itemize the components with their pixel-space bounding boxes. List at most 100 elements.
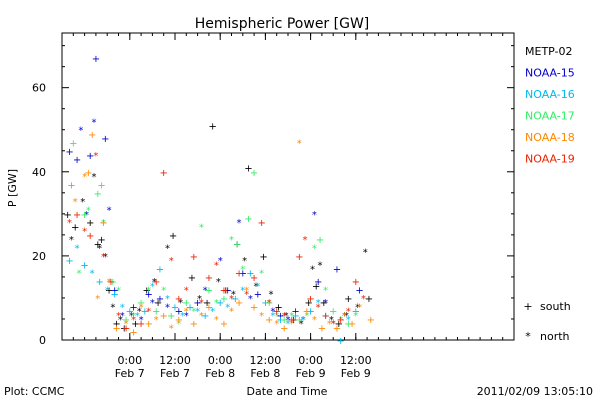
data-point: *: [195, 307, 200, 318]
data-point: +: [175, 307, 183, 318]
data-points: +*+*+*+*+*+*+*+*+*+*+*+*+* ++*+ *+*+*+*+* +…: [63, 54, 375, 347]
data-point: +: [137, 319, 145, 330]
data-point: *: [214, 298, 219, 309]
plot-axes: [61, 32, 515, 341]
data-point: +: [190, 319, 198, 330]
data-point: *: [302, 235, 307, 246]
data-point: *: [146, 307, 151, 318]
data-point: +: [280, 315, 288, 326]
data-point: +: [306, 294, 314, 305]
data-point: *: [344, 311, 349, 322]
data-point: *: [116, 286, 121, 297]
data-point: *: [310, 265, 315, 276]
data-point: *: [73, 197, 78, 208]
data-point: *: [289, 311, 294, 322]
data-point: *: [176, 319, 181, 330]
data-point: *: [312, 210, 317, 221]
data-point: *: [231, 290, 236, 301]
data-point: +: [233, 239, 241, 250]
y-tick-label: 0: [39, 334, 46, 347]
data-point: +: [250, 302, 258, 313]
data-point: *: [229, 294, 234, 305]
data-point: *: [214, 315, 219, 326]
data-point: *: [165, 302, 170, 313]
data-point: *: [101, 252, 106, 263]
marker-label: south: [540, 300, 571, 313]
data-point: *: [301, 315, 306, 326]
data-point: +: [129, 302, 137, 313]
data-point: *: [124, 319, 129, 330]
data-point: +: [154, 298, 162, 309]
x-tick-label-time: 0:00: [117, 354, 142, 367]
data-point: +: [80, 260, 88, 271]
data-point: +: [205, 273, 213, 284]
data-point: +: [122, 323, 130, 334]
data-point: *: [120, 302, 125, 313]
series-metp-02: +*+*+*+*+*+*+*+*+*+*+*+*+* ++*+ *+*+*+*+* +…: [63, 122, 373, 335]
data-point: +: [169, 231, 177, 242]
data-point: +: [73, 155, 81, 166]
data-point: +: [205, 286, 213, 297]
data-point: +: [86, 218, 94, 229]
data-point: *: [139, 302, 144, 313]
data-point: *: [286, 315, 291, 326]
data-point: *: [284, 311, 289, 322]
data-point: *: [161, 286, 166, 297]
data-point: *: [152, 277, 157, 288]
data-point: *: [229, 235, 234, 246]
data-point: +: [259, 252, 267, 263]
data-point: +: [224, 286, 232, 297]
data-point: *: [237, 218, 242, 229]
legend-entry: NOAA-18: [525, 131, 575, 144]
data-point: +: [306, 307, 314, 318]
data-point: *: [184, 311, 189, 322]
data-point: *: [92, 117, 97, 128]
data-point: *: [316, 302, 321, 313]
legend-entry: NOAA-17: [525, 110, 575, 123]
data-point: +: [235, 269, 243, 280]
data-point: +: [94, 239, 102, 250]
data-point: +: [261, 298, 269, 309]
data-point: +: [355, 286, 363, 297]
data-point: +: [144, 319, 152, 330]
data-point: +: [291, 311, 299, 322]
x-tick-label-date: Feb 8: [205, 367, 235, 380]
data-point: +: [69, 138, 77, 149]
data-point: *: [165, 294, 170, 305]
series-noaa-19: *+*+**+*+* +*++*+*+*+*+*+*++*+ * ++*+*+* +*+…: [67, 151, 366, 334]
data-point: *: [253, 281, 258, 292]
data-point: *: [240, 265, 245, 276]
data-point: +: [305, 298, 313, 309]
marker-symbol: *: [525, 330, 531, 343]
data-point: +: [246, 269, 254, 280]
data-point: *: [299, 319, 304, 330]
marker-symbol: +: [523, 300, 532, 313]
data-point: *: [318, 260, 323, 271]
data-point: +: [220, 294, 228, 305]
data-point: *: [259, 269, 264, 280]
data-point: +: [156, 294, 164, 305]
data-point: +: [314, 277, 322, 288]
data-point: *: [150, 281, 155, 292]
data-point: +: [143, 286, 151, 297]
data-point: *: [107, 206, 112, 217]
data-point: +: [333, 265, 341, 276]
data-point: +: [80, 210, 88, 221]
data-point: *: [269, 290, 274, 301]
data-point: +: [144, 290, 152, 301]
x-axis-label: Date and Time: [247, 385, 328, 398]
data-point: +: [344, 294, 352, 305]
data-point: *: [216, 277, 221, 288]
data-point: *: [255, 281, 260, 292]
x-tick-label-time: 12:00: [340, 354, 372, 367]
data-point: *: [267, 298, 272, 309]
data-point: +: [131, 319, 139, 330]
data-point: +: [329, 307, 337, 318]
data-point: *: [242, 256, 247, 267]
data-point: +: [84, 168, 92, 179]
data-point: *: [76, 269, 81, 280]
data-point: +: [220, 286, 228, 297]
data-point: +: [97, 235, 105, 246]
data-point: +: [160, 311, 168, 322]
data-point: *: [137, 307, 142, 318]
